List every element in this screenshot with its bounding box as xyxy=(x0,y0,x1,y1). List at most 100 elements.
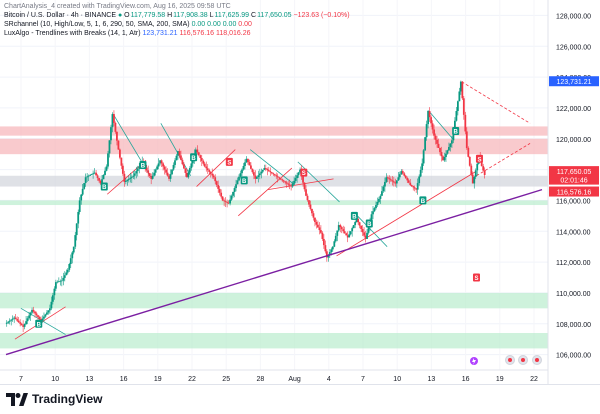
price-badge-text: 117,650.05 xyxy=(557,169,592,176)
candle-body xyxy=(253,172,255,176)
candle-body xyxy=(11,318,14,320)
time-label: 10 xyxy=(51,376,59,383)
indicator-luxalgo[interactable]: LuxAlgo - Trendlines with Breaks (14, 1,… xyxy=(4,30,251,37)
candle-body xyxy=(165,169,167,173)
candle-body xyxy=(123,173,126,182)
candle-body xyxy=(343,231,346,234)
status-dot: ● xyxy=(117,12,123,19)
candle-body xyxy=(465,131,468,148)
low-value: 117,625.99 xyxy=(214,12,250,19)
candle-body xyxy=(456,101,459,111)
candle-body xyxy=(50,301,53,309)
candle-body xyxy=(312,213,315,218)
candle-body xyxy=(279,178,282,180)
pattern-line xyxy=(476,143,531,177)
candle-body xyxy=(391,180,394,182)
candle-body xyxy=(133,173,136,176)
candle-body xyxy=(373,208,376,212)
time-label: 22 xyxy=(530,376,538,383)
price-label: 112,000.00 xyxy=(556,260,591,267)
candle-body xyxy=(241,169,243,174)
symbol-name[interactable]: Bitcoin / U.S. Dollar · 4h · BINANCE xyxy=(4,12,117,19)
sell-marker xyxy=(472,273,480,282)
candle-body xyxy=(333,241,336,247)
candle-body xyxy=(395,180,398,184)
candle-body xyxy=(224,201,227,202)
candle-body xyxy=(160,160,163,164)
neutral-zone xyxy=(0,175,548,187)
candle-body xyxy=(392,181,395,183)
marker-label: B xyxy=(421,199,426,205)
candle-body xyxy=(239,173,242,177)
candle-body xyxy=(421,163,424,170)
candle-body xyxy=(416,183,419,190)
candle-body xyxy=(317,224,319,228)
candle-body xyxy=(17,320,20,323)
time-axis: 7 10 13 16 19 22 25 28 Aug 4 7 10 13 16 19 22 xyxy=(19,376,538,383)
candle-body xyxy=(148,173,151,177)
price-label: 128,000.00 xyxy=(556,13,591,20)
candle-body xyxy=(334,235,337,242)
candle-body xyxy=(129,177,132,179)
candle-body xyxy=(272,173,275,175)
support-zone xyxy=(0,333,548,349)
time-label: 13 xyxy=(86,376,94,383)
candle-body xyxy=(352,225,355,229)
price-chart[interactable]: B B B B B B B B B S S S S 106,000.00 108,000.00 110,00… xyxy=(0,0,600,384)
candle-body xyxy=(297,172,300,176)
candle-body xyxy=(74,235,77,247)
candle-body xyxy=(214,177,217,182)
candle-body xyxy=(464,114,467,132)
chart-header: ChartAnalysis_4 created with TradingView… xyxy=(4,2,544,38)
candle-body xyxy=(476,163,479,171)
event-icons xyxy=(470,355,542,365)
price-badge xyxy=(549,174,599,185)
candle-body xyxy=(10,319,13,321)
candle-body xyxy=(263,168,266,170)
candle-body xyxy=(205,166,208,169)
candle-body xyxy=(275,175,278,177)
candle-body xyxy=(90,174,93,175)
candle-body xyxy=(455,111,458,121)
candle-body xyxy=(199,155,202,159)
candle-body xyxy=(184,168,187,173)
candle-body xyxy=(482,166,485,171)
tradingview-logo[interactable]: TradingView xyxy=(6,392,102,406)
candle-body xyxy=(290,185,293,187)
candle-body xyxy=(264,168,267,170)
candle-body xyxy=(448,146,450,151)
time-label: Aug xyxy=(288,376,301,383)
candle-body xyxy=(397,177,400,181)
candle-body xyxy=(177,151,179,156)
candle-body xyxy=(468,156,471,166)
candle-body xyxy=(299,169,301,173)
price-badge xyxy=(549,166,599,177)
price-badges: 123,731.21 117,650.05 02:01:46 116,576.16 xyxy=(549,76,599,197)
candle-body xyxy=(197,152,200,156)
candle-body xyxy=(389,179,392,181)
candle-body xyxy=(406,178,409,181)
candles xyxy=(5,80,486,333)
candle-body xyxy=(419,169,422,177)
symbol-line: Bitcoin / U.S. Dollar · 4h · BINANCE ● O… xyxy=(4,12,350,19)
candle-body xyxy=(111,114,114,128)
candle-body xyxy=(351,228,354,232)
candle-body xyxy=(16,319,19,321)
candle-body xyxy=(473,176,476,184)
candle-body xyxy=(215,181,218,185)
candle-body xyxy=(358,222,361,226)
indicator-srchannel[interactable]: SRchannel (10, High/Low, 5, 1, 6, 290, 5… xyxy=(4,21,252,28)
candle-body xyxy=(223,200,226,202)
candle-body xyxy=(250,165,252,169)
marker-label: S xyxy=(302,171,306,177)
candle-body xyxy=(218,188,221,193)
candle-body xyxy=(483,170,486,175)
pattern-line xyxy=(267,178,334,191)
candle-body xyxy=(187,172,190,178)
candle-body xyxy=(114,122,117,132)
candle-body xyxy=(437,143,440,148)
candle-body xyxy=(462,98,465,115)
candle-body xyxy=(308,200,310,205)
candle-body xyxy=(409,182,412,185)
candle-body xyxy=(415,188,418,190)
